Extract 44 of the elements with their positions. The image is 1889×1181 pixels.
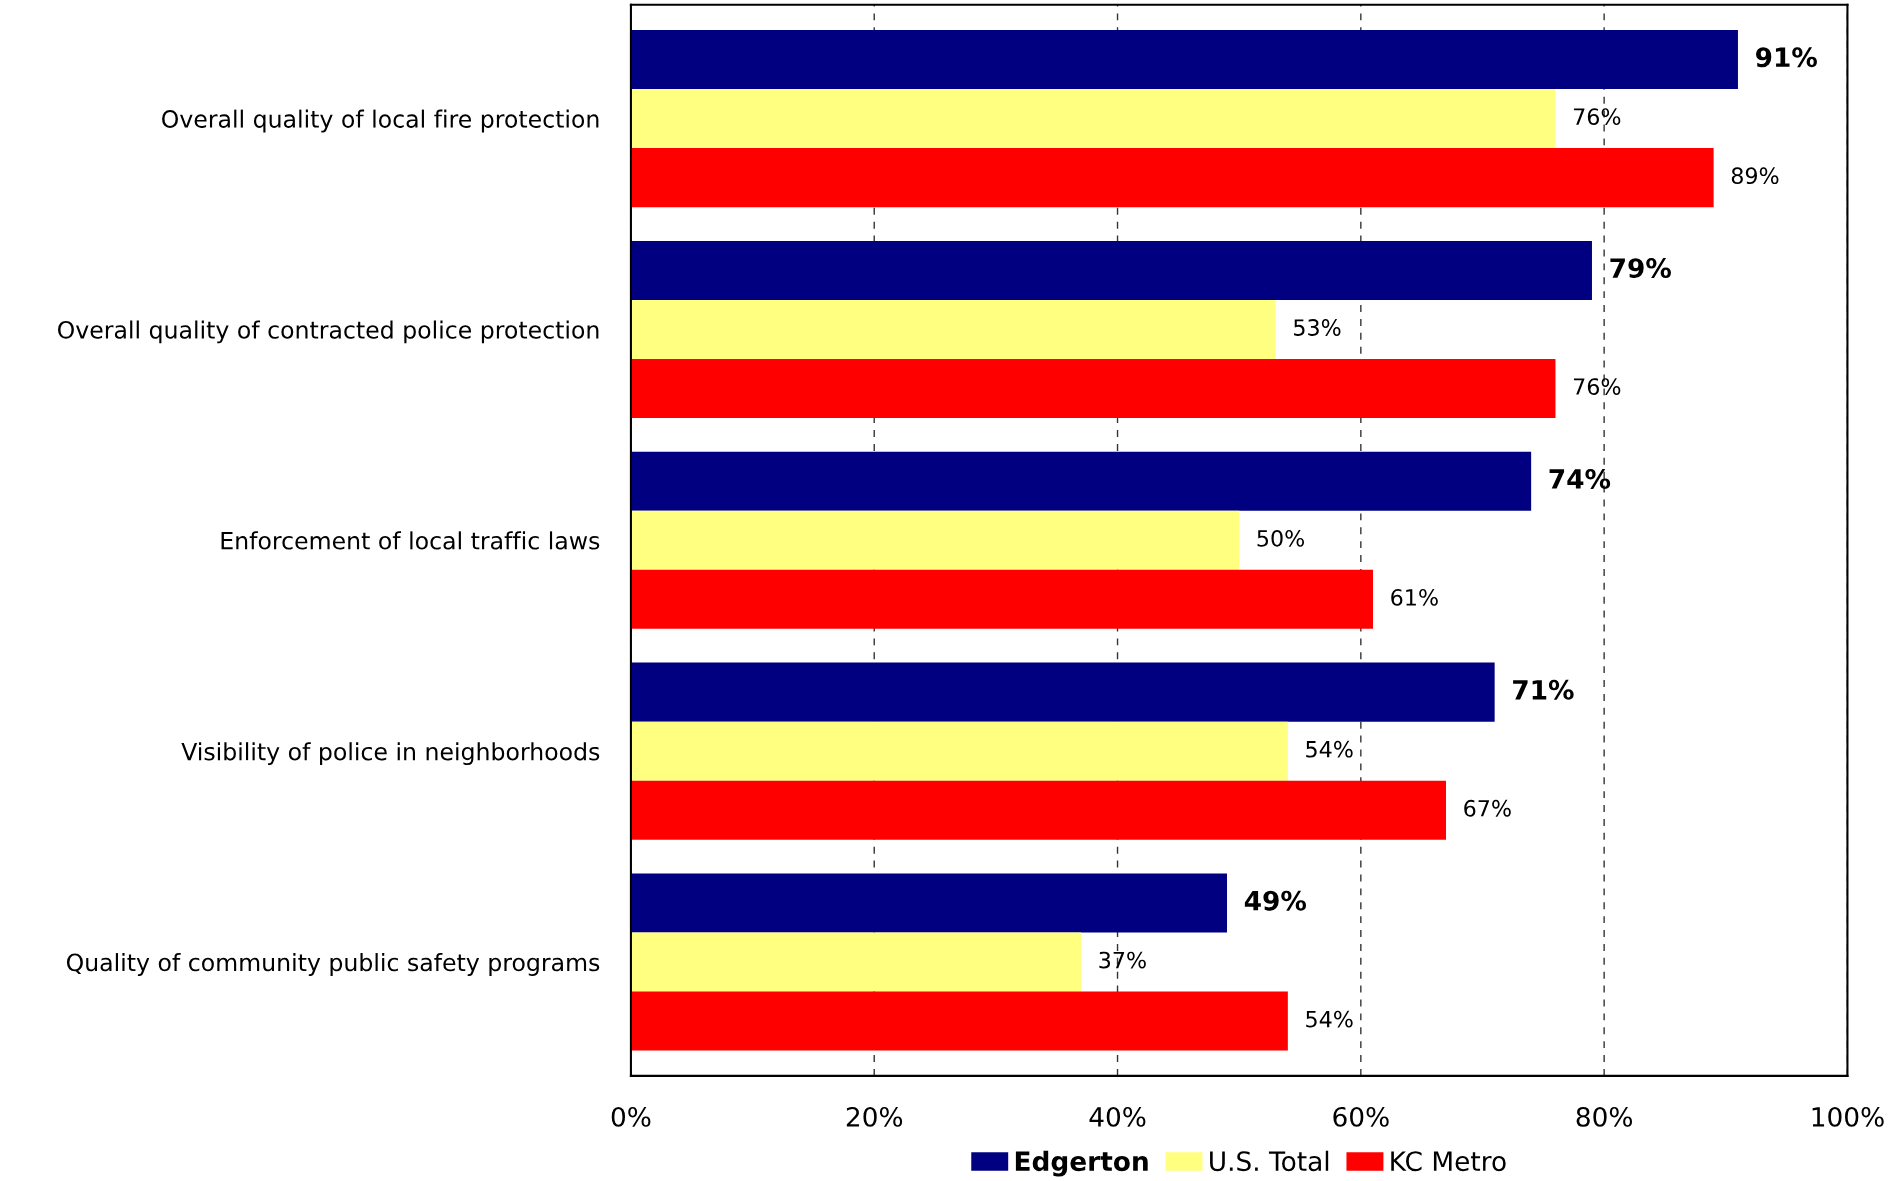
- data-label: 79%: [1610, 258, 1671, 279]
- bar: [630, 510, 1240, 570]
- bar: [630, 451, 1532, 511]
- x-tick-label: 80%: [1576, 1106, 1633, 1127]
- data-label: 61%: [1391, 588, 1438, 606]
- x-tick-label: 100%: [1812, 1106, 1884, 1127]
- bar: [630, 240, 1592, 300]
- data-label: 76%: [1573, 108, 1621, 126]
- bar: [630, 932, 1082, 992]
- data-label: 71%: [1513, 679, 1574, 700]
- bar: [630, 299, 1276, 359]
- y-tick-label: Overall quality of contracted police protection: [58, 320, 599, 344]
- x-tick-label: 20%: [846, 1106, 903, 1127]
- legend-label: KC Metro: [1391, 1151, 1506, 1172]
- bar: [630, 991, 1288, 1051]
- bar: [630, 148, 1714, 208]
- data-label: 74%: [1549, 468, 1611, 489]
- y-tick-label: Enforcement of local traffic laws: [221, 531, 600, 550]
- bar: [630, 89, 1556, 149]
- bar: [630, 873, 1228, 933]
- bar: [630, 30, 1738, 90]
- y-tick-label: Quality of community public safety programs: [66, 953, 600, 976]
- legend-label: Edgerton: [1015, 1150, 1148, 1177]
- data-label: 53%: [1294, 319, 1341, 336]
- x-tick-label: 60%: [1333, 1106, 1389, 1127]
- data-label: 67%: [1464, 799, 1511, 817]
- bar: [630, 780, 1446, 840]
- bar: [630, 721, 1288, 781]
- bar: [630, 662, 1495, 722]
- data-label: 89%: [1731, 167, 1779, 185]
- x-tick-label: 0%: [611, 1106, 651, 1127]
- data-label: 91%: [1755, 47, 1817, 68]
- data-label: 54%: [1306, 1010, 1353, 1028]
- data-label: 37%: [1099, 951, 1146, 969]
- data-label: 76%: [1573, 378, 1621, 395]
- y-tick-label: Overall quality of local fire protection: [162, 109, 599, 133]
- bar: [630, 569, 1373, 629]
- data-label: 50%: [1257, 529, 1305, 547]
- data-label: 54%: [1306, 740, 1353, 758]
- data-label: 49%: [1244, 890, 1307, 911]
- bar: [630, 358, 1556, 419]
- legend-label: U.S. Total: [1210, 1150, 1329, 1172]
- y-tick-label: Visibility of police in neighborhoods: [181, 742, 600, 766]
- x-tick-label: 40%: [1089, 1106, 1146, 1127]
